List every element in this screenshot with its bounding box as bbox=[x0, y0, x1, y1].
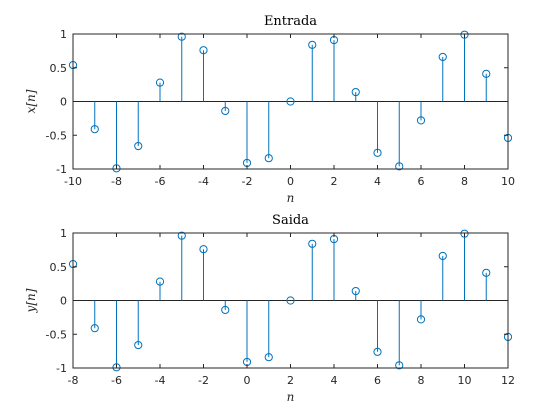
x-tick-label: -2 bbox=[242, 175, 253, 188]
stem-marker bbox=[482, 268, 491, 277]
x-axis-label: n bbox=[287, 191, 295, 205]
y-tick-label: 1 bbox=[60, 227, 67, 240]
stem-marker bbox=[482, 69, 491, 78]
x-tick-label: -4 bbox=[198, 175, 209, 188]
stem-marker bbox=[177, 231, 186, 240]
stem-marker bbox=[155, 277, 165, 286]
stem-marker bbox=[460, 30, 469, 39]
x-tick-label: 12 bbox=[501, 374, 515, 387]
stem-marker bbox=[199, 245, 208, 254]
y-tick-label: -0.5 bbox=[46, 328, 67, 341]
stem-marker bbox=[221, 106, 230, 116]
x-tick-label: 0 bbox=[244, 374, 251, 387]
stem-marker bbox=[286, 296, 295, 305]
y-tick-label: -0.5 bbox=[46, 129, 67, 142]
stem-marker bbox=[112, 164, 121, 173]
chart-title: Entrada bbox=[264, 14, 317, 29]
stem-marker bbox=[90, 125, 99, 134]
stem-marker bbox=[351, 286, 360, 296]
x-tick-label: 8 bbox=[461, 175, 468, 188]
stem-marker bbox=[373, 347, 382, 356]
y-tick-label: 0.5 bbox=[50, 62, 68, 75]
x-tick-label: 4 bbox=[331, 374, 338, 387]
x-tick-label: 8 bbox=[418, 374, 425, 387]
y-axis-label: y[n] bbox=[24, 288, 38, 313]
x-tick-label: 10 bbox=[501, 175, 515, 188]
stem-marker bbox=[134, 141, 143, 151]
x-tick-label: 2 bbox=[331, 175, 338, 188]
x-tick-label: 6 bbox=[418, 175, 425, 188]
chart-title: Saida bbox=[272, 213, 309, 228]
stem-marker bbox=[286, 97, 295, 106]
stem-marker bbox=[199, 46, 208, 55]
stem-marker bbox=[264, 353, 273, 362]
x-tick-label: 0 bbox=[287, 175, 294, 188]
stem-marker bbox=[90, 324, 99, 333]
stem-marker bbox=[264, 154, 273, 163]
stem-marker bbox=[155, 78, 165, 87]
x-tick-label: -6 bbox=[111, 374, 122, 387]
x-tick-label: -10 bbox=[64, 175, 82, 188]
x-tick-label: -8 bbox=[68, 374, 79, 387]
stem-marker bbox=[373, 148, 382, 157]
stem-marker bbox=[416, 315, 426, 324]
stem-marker bbox=[395, 361, 404, 370]
y-axis-label: x[n] bbox=[24, 89, 38, 113]
stem-marker bbox=[308, 40, 317, 49]
y-tick-label: 0 bbox=[60, 295, 67, 308]
y-tick-label: 0 bbox=[60, 96, 67, 109]
stem-marker bbox=[438, 251, 447, 261]
x-tick-label: 10 bbox=[458, 374, 472, 387]
stem-marker bbox=[460, 229, 469, 238]
stem-marker bbox=[438, 52, 447, 62]
x-tick-label: 2 bbox=[287, 374, 294, 387]
x-tick-label: 4 bbox=[374, 175, 381, 188]
y-tick-label: 0.5 bbox=[50, 261, 68, 274]
subplot-2: -8 -6 -4 -2 0 2 4 6 8 10 12 -1 -0.5 0 0.5 1 Saida n y[n] bbox=[24, 213, 515, 404]
x-axis-label: n bbox=[287, 390, 295, 404]
stem-marker bbox=[112, 363, 121, 372]
stem-marker bbox=[308, 239, 317, 248]
y-tick-label: 1 bbox=[60, 28, 67, 41]
stem-marker bbox=[221, 305, 230, 315]
stem-marker bbox=[416, 116, 426, 125]
stem-marker bbox=[351, 87, 360, 97]
stem-marker bbox=[395, 162, 404, 171]
stem-marker bbox=[134, 340, 143, 350]
x-tick-label: -8 bbox=[111, 175, 122, 188]
y-tick-label: -1 bbox=[56, 163, 67, 176]
x-tick-label: -2 bbox=[198, 374, 209, 387]
x-tick-label: -4 bbox=[155, 374, 166, 387]
subplot-1: -10 -8 -6 -4 -2 0 2 4 6 8 10 -1 -0.5 0 0.5 1 Entrada n x[n… bbox=[24, 14, 515, 205]
stem-marker bbox=[177, 32, 186, 41]
y-tick-label: -1 bbox=[56, 362, 67, 375]
x-tick-label: 6 bbox=[374, 374, 381, 387]
x-tick-label: -6 bbox=[155, 175, 166, 188]
